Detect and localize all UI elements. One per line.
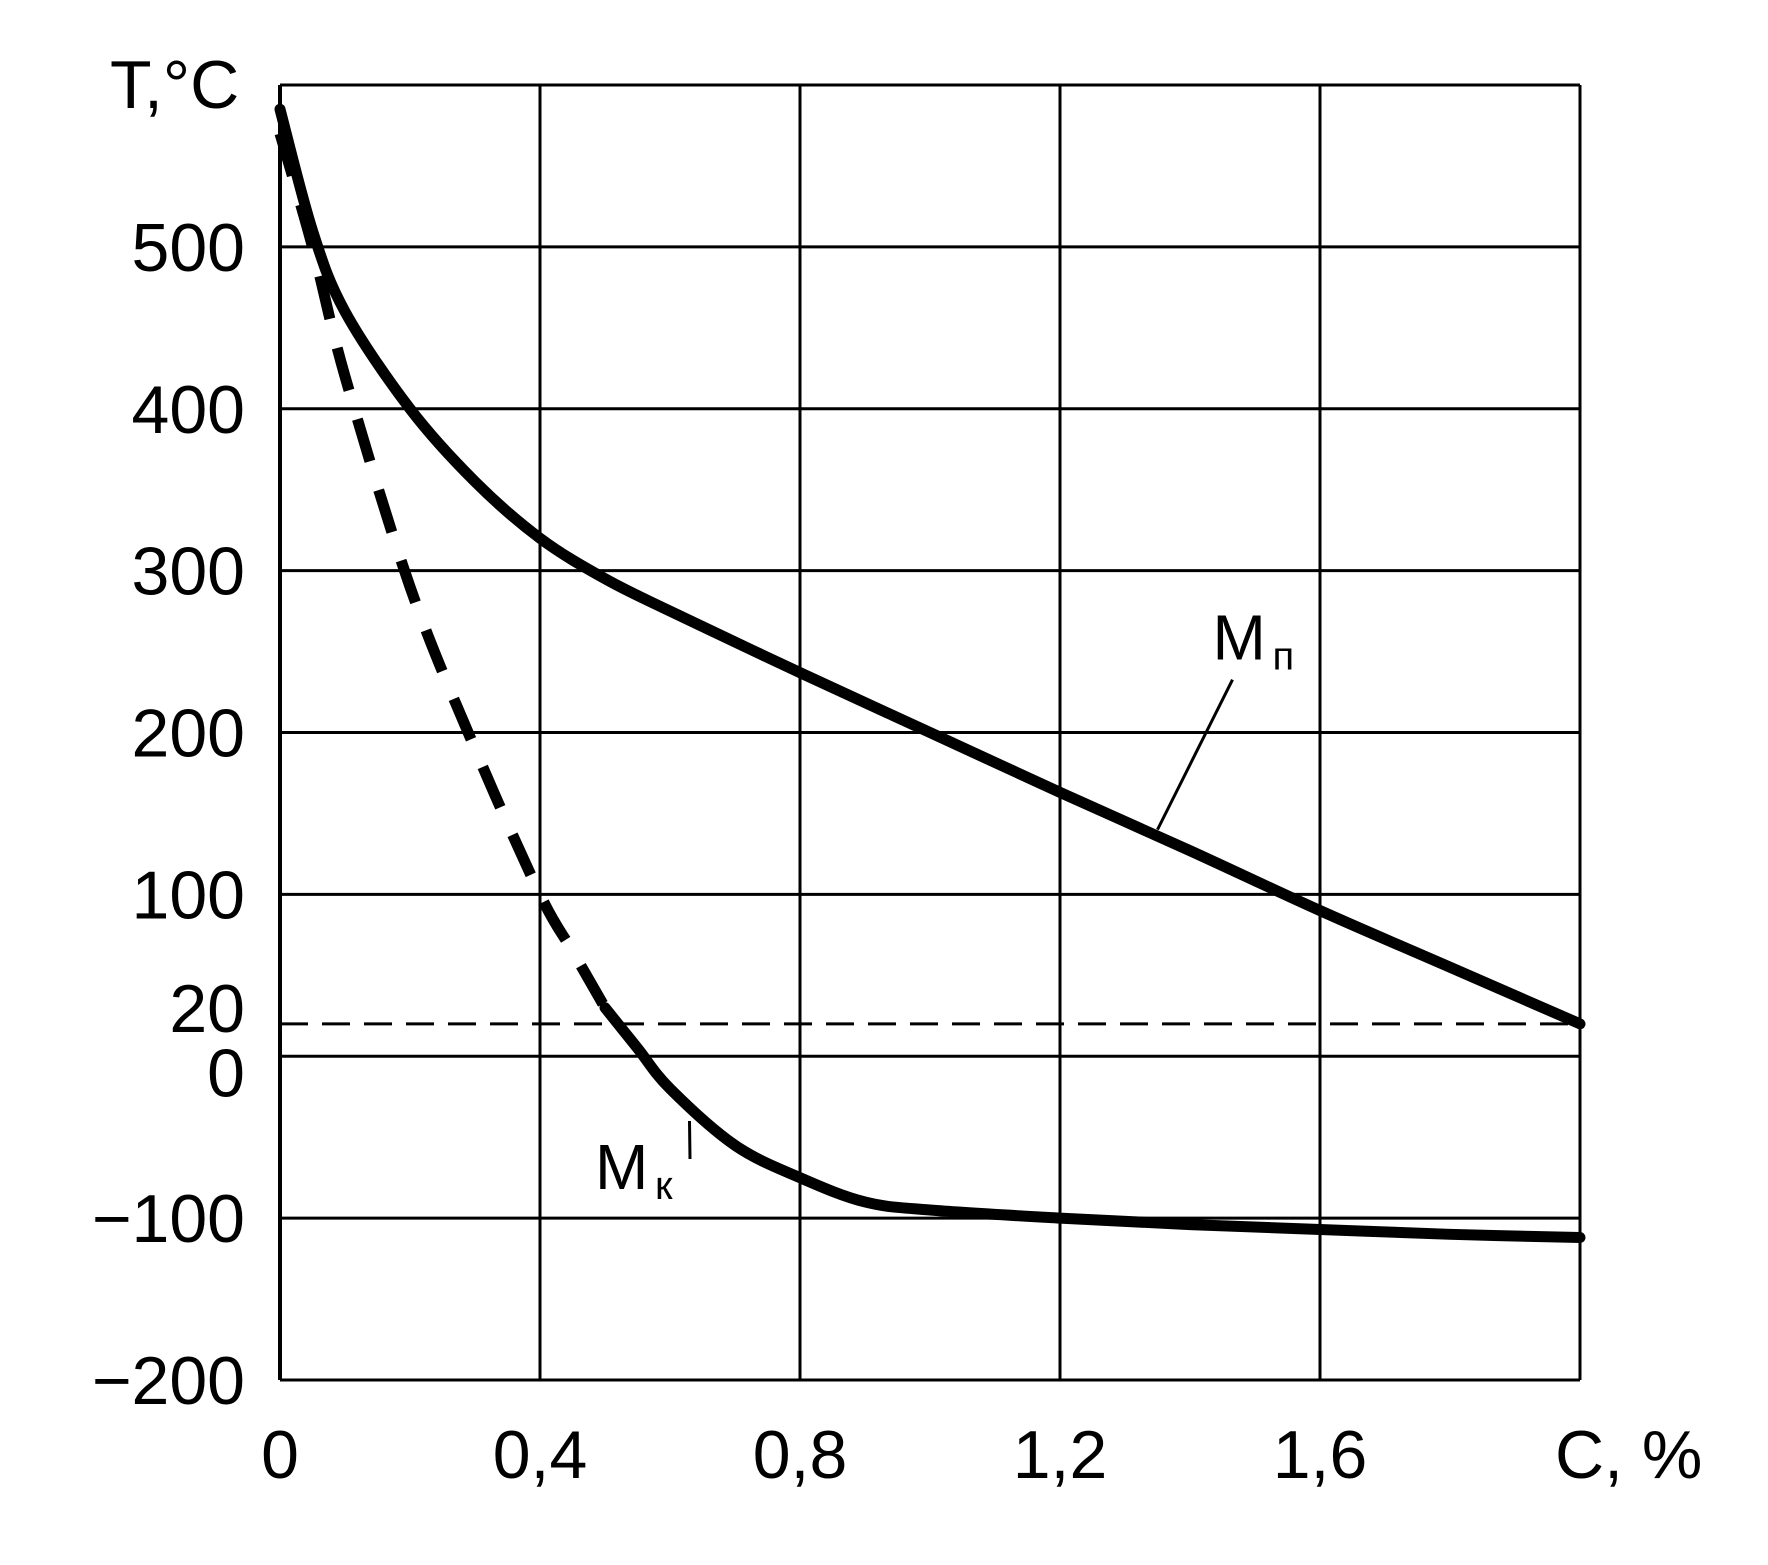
y-tick-label: 0 (207, 1035, 245, 1111)
y-tick-label: 500 (132, 210, 245, 286)
x-axis-title: C, % (1555, 1417, 1702, 1493)
series-label-mk: M (595, 1131, 648, 1203)
x-tick-label: 0,8 (753, 1417, 848, 1493)
y-tick-label: 200 (132, 696, 245, 772)
x-tick-label: 0,4 (493, 1417, 588, 1493)
series-line-mk-solid (599, 1002, 1586, 1244)
y-tick-label: 300 (132, 534, 245, 610)
series-label-sub-mk: к (655, 1164, 673, 1208)
leader-line-mp (1156, 678, 1234, 831)
y-axis-title: T,°C (110, 47, 239, 123)
series-line-mk-dashed (274, 132, 610, 1011)
y-tick-label: 20 (169, 971, 245, 1047)
x-tick-label: 1,2 (1013, 1417, 1108, 1493)
series-line-mp (274, 103, 1586, 1030)
x-tick-label: 1,6 (1273, 1417, 1368, 1493)
series-label-sub-mp: п (1273, 635, 1295, 679)
x-tick-label: 0 (261, 1417, 299, 1493)
grid (278, 83, 1582, 1382)
y-tick-label: 100 (132, 857, 245, 933)
y-tick-label: −100 (92, 1181, 245, 1257)
y-tick-label: −200 (92, 1343, 245, 1419)
leader-line-mk (688, 1120, 692, 1160)
y-tick-label: 400 (132, 372, 245, 448)
series-lines (274, 103, 1586, 1244)
series-label-mp: M (1213, 602, 1266, 674)
